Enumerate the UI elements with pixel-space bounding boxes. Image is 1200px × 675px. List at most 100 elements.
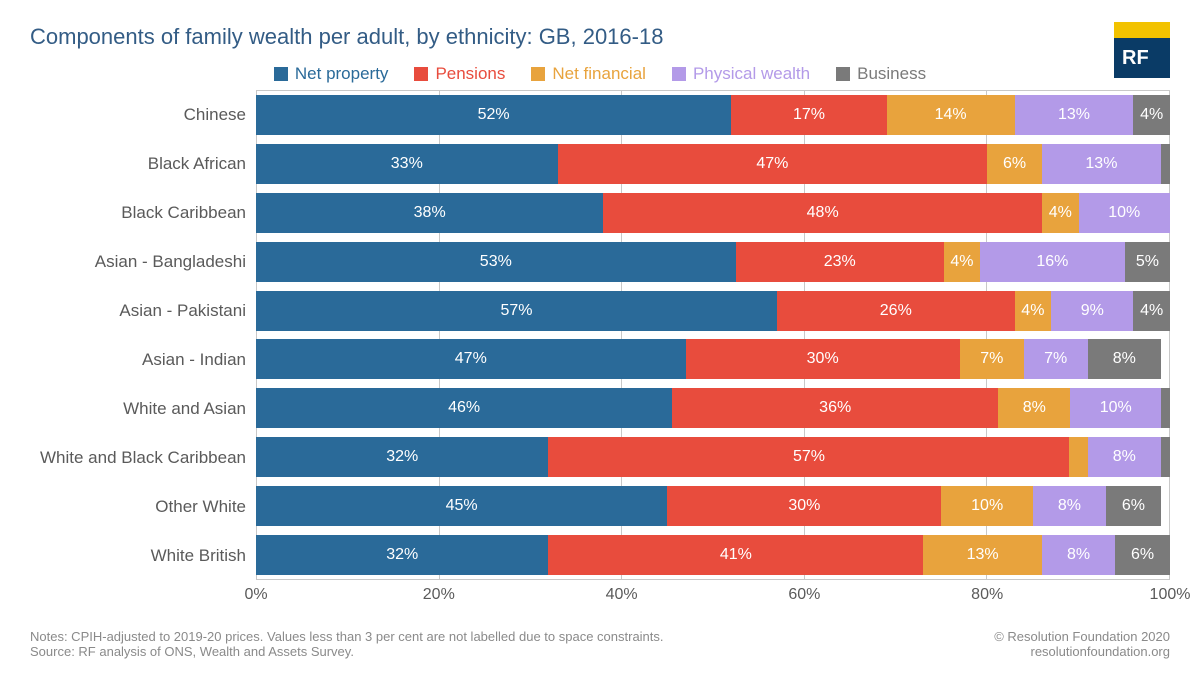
stacked-bar: 32%57%8% — [256, 437, 1170, 477]
bar-segment: 6% — [987, 144, 1042, 184]
bar-segment: 10% — [1070, 388, 1160, 428]
bar-row: 46%36%8%10% — [256, 384, 1170, 433]
bar-segment: 30% — [667, 486, 941, 526]
legend-label: Business — [857, 64, 926, 84]
x-tick-label: 80% — [971, 586, 1003, 604]
bar-segment: 13% — [1015, 95, 1134, 135]
bar-segment — [1161, 144, 1170, 184]
x-axis: 0%20%40%60%80%100% — [256, 586, 1170, 610]
bar-segment: 45% — [256, 486, 667, 526]
category-label: White British — [30, 531, 256, 580]
bar-segment: 5% — [1125, 242, 1170, 282]
legend-label: Physical wealth — [693, 64, 810, 84]
bar-segment: 8% — [1088, 339, 1161, 379]
bar-segment: 57% — [256, 291, 777, 331]
chart-area: ChineseBlack AfricanBlack CaribbeanAsian… — [30, 90, 1170, 580]
bar-segment: 6% — [1115, 535, 1170, 575]
legend-swatch — [531, 67, 545, 81]
legend-swatch — [414, 67, 428, 81]
legend-label: Net financial — [552, 64, 646, 84]
bar-segment: 4% — [1133, 291, 1170, 331]
stacked-bar: 47%30%7%7%8% — [256, 339, 1170, 379]
bar-segment: 4% — [1015, 291, 1052, 331]
legend-swatch — [672, 67, 686, 81]
bar-segment: 16% — [980, 242, 1125, 282]
bar-segment: 47% — [558, 144, 988, 184]
bar-row: 57%26%4%9%4% — [256, 286, 1170, 335]
stacked-bar: 32%41%13%8%6% — [256, 535, 1170, 575]
legend-swatch — [836, 67, 850, 81]
stacked-bar: 38%48%4%10% — [256, 193, 1170, 233]
bar-segment: 33% — [256, 144, 558, 184]
category-label: White and Asian — [30, 384, 256, 433]
legend-item: Net financial — [531, 64, 646, 84]
bar-row: 33%47%6%13% — [256, 140, 1170, 189]
bar-row: 53%23%4%16%5% — [256, 237, 1170, 286]
bar-segment — [1161, 437, 1170, 477]
footer-url: resolutionfoundation.org — [994, 644, 1170, 659]
category-label: Asian - Pakistani — [30, 286, 256, 335]
bar-segment: 13% — [923, 535, 1042, 575]
legend-label: Pensions — [435, 64, 505, 84]
stacked-bar: 45%30%10%8%6% — [256, 486, 1170, 526]
rf-logo: RF — [1114, 22, 1170, 78]
bar-segment: 47% — [256, 339, 686, 379]
bar-segment: 4% — [944, 242, 980, 282]
chart-title: Components of family wealth per adult, b… — [30, 24, 1170, 50]
footer-copyright: © Resolution Foundation 2020 — [994, 629, 1170, 644]
bar-segment: 7% — [960, 339, 1024, 379]
category-label: Other White — [30, 482, 256, 531]
bar-segment: 8% — [998, 388, 1070, 428]
bar-segment: 57% — [548, 437, 1069, 477]
category-label: Asian - Bangladeshi — [30, 237, 256, 286]
stacked-bar: 57%26%4%9%4% — [256, 291, 1170, 331]
bar-segment: 4% — [1133, 95, 1170, 135]
legend-item: Pensions — [414, 64, 505, 84]
bar-segment: 32% — [256, 535, 548, 575]
bar-segment: 4% — [1042, 193, 1079, 233]
x-tick-label: 20% — [423, 586, 455, 604]
stacked-bar: 53%23%4%16%5% — [256, 242, 1170, 282]
bar-segment — [1161, 388, 1170, 428]
bar-segment: 8% — [1088, 437, 1161, 477]
bar-segment: 46% — [256, 388, 672, 428]
bar-segment: 13% — [1042, 144, 1161, 184]
footer-source: Source: RF analysis of ONS, Wealth and A… — [30, 644, 664, 659]
footer-notes: Notes: CPIH-adjusted to 2019-20 prices. … — [30, 629, 664, 644]
bar-segment: 7% — [1024, 339, 1088, 379]
bar-row: 32%41%13%8%6% — [256, 530, 1170, 579]
legend-item: Net property — [274, 64, 389, 84]
bar-segment: 53% — [256, 242, 736, 282]
legend: Net property Pensions Net financial Physica… — [30, 64, 1170, 84]
stacked-bar: 52%17%14%13%4% — [256, 95, 1170, 135]
bar-segment: 52% — [256, 95, 731, 135]
bar-segment: 14% — [887, 95, 1015, 135]
bar-segment: 17% — [731, 95, 886, 135]
bar-segment: 48% — [603, 193, 1042, 233]
category-label: Black African — [30, 139, 256, 188]
bar-segment: 6% — [1106, 486, 1161, 526]
bar-row: 32%57%8% — [256, 433, 1170, 482]
x-tick-label: 100% — [1150, 586, 1191, 604]
legend-item: Physical wealth — [672, 64, 810, 84]
bar-segment: 30% — [686, 339, 960, 379]
category-label: Asian - Indian — [30, 335, 256, 384]
bar-segment: 41% — [548, 535, 923, 575]
bar-segment: 38% — [256, 193, 603, 233]
x-tick-label: 60% — [788, 586, 820, 604]
bar-row: 47%30%7%7%8% — [256, 335, 1170, 384]
bar-row: 45%30%10%8%6% — [256, 481, 1170, 530]
legend-item: Business — [836, 64, 926, 84]
bar-segment: 23% — [736, 242, 944, 282]
x-tick-label: 40% — [606, 586, 638, 604]
chart-footer: Notes: CPIH-adjusted to 2019-20 prices. … — [30, 629, 1170, 659]
category-label: Chinese — [30, 90, 256, 139]
bar-segment: 10% — [1079, 193, 1170, 233]
stacked-bar: 46%36%8%10% — [256, 388, 1170, 428]
stacked-bar: 33%47%6%13% — [256, 144, 1170, 184]
bar-segment: 8% — [1033, 486, 1106, 526]
bar-segment: 26% — [777, 291, 1015, 331]
x-tick-label: 0% — [244, 586, 267, 604]
category-label: White and Black Caribbean — [30, 433, 256, 482]
bar-segment: 9% — [1051, 291, 1133, 331]
